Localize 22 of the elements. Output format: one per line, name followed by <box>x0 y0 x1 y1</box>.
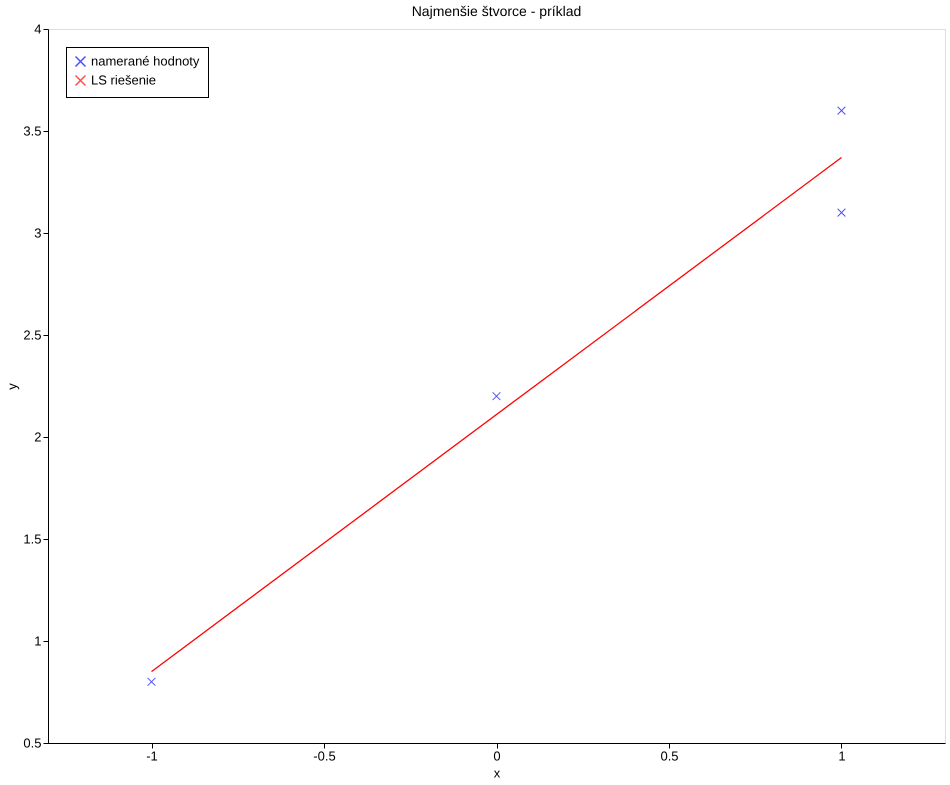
y-tick-label: 1 <box>34 634 42 648</box>
legend-label: namerané hodnoty <box>91 54 200 68</box>
chart-title: Najmenšie štvorce - príklad <box>412 3 582 19</box>
y-tick-label: 3.5 <box>23 124 42 138</box>
y-tick-label: 0.5 <box>23 736 42 750</box>
y-tick-label: 2 <box>34 430 42 444</box>
x-axis-title: x <box>494 766 501 780</box>
x-tick-label: 0.5 <box>660 748 679 764</box>
y-tick-label: 2.5 <box>23 328 42 342</box>
x-tick-label: -0.5 <box>313 748 336 764</box>
point <box>147 677 156 686</box>
x-tick-label: -1 <box>146 748 158 764</box>
x-tick-label: 1 <box>838 748 846 764</box>
y-axis-title: y <box>4 382 20 390</box>
point <box>837 106 846 115</box>
x-tick-label: 0 <box>493 748 501 764</box>
point <box>492 392 501 401</box>
y-tick-label: 3 <box>34 226 42 240</box>
point <box>837 208 846 217</box>
y-tick-label: 1.5 <box>23 532 42 546</box>
legend-label: LS riešenie <box>91 72 156 88</box>
y-tick-label: 4 <box>34 22 42 36</box>
